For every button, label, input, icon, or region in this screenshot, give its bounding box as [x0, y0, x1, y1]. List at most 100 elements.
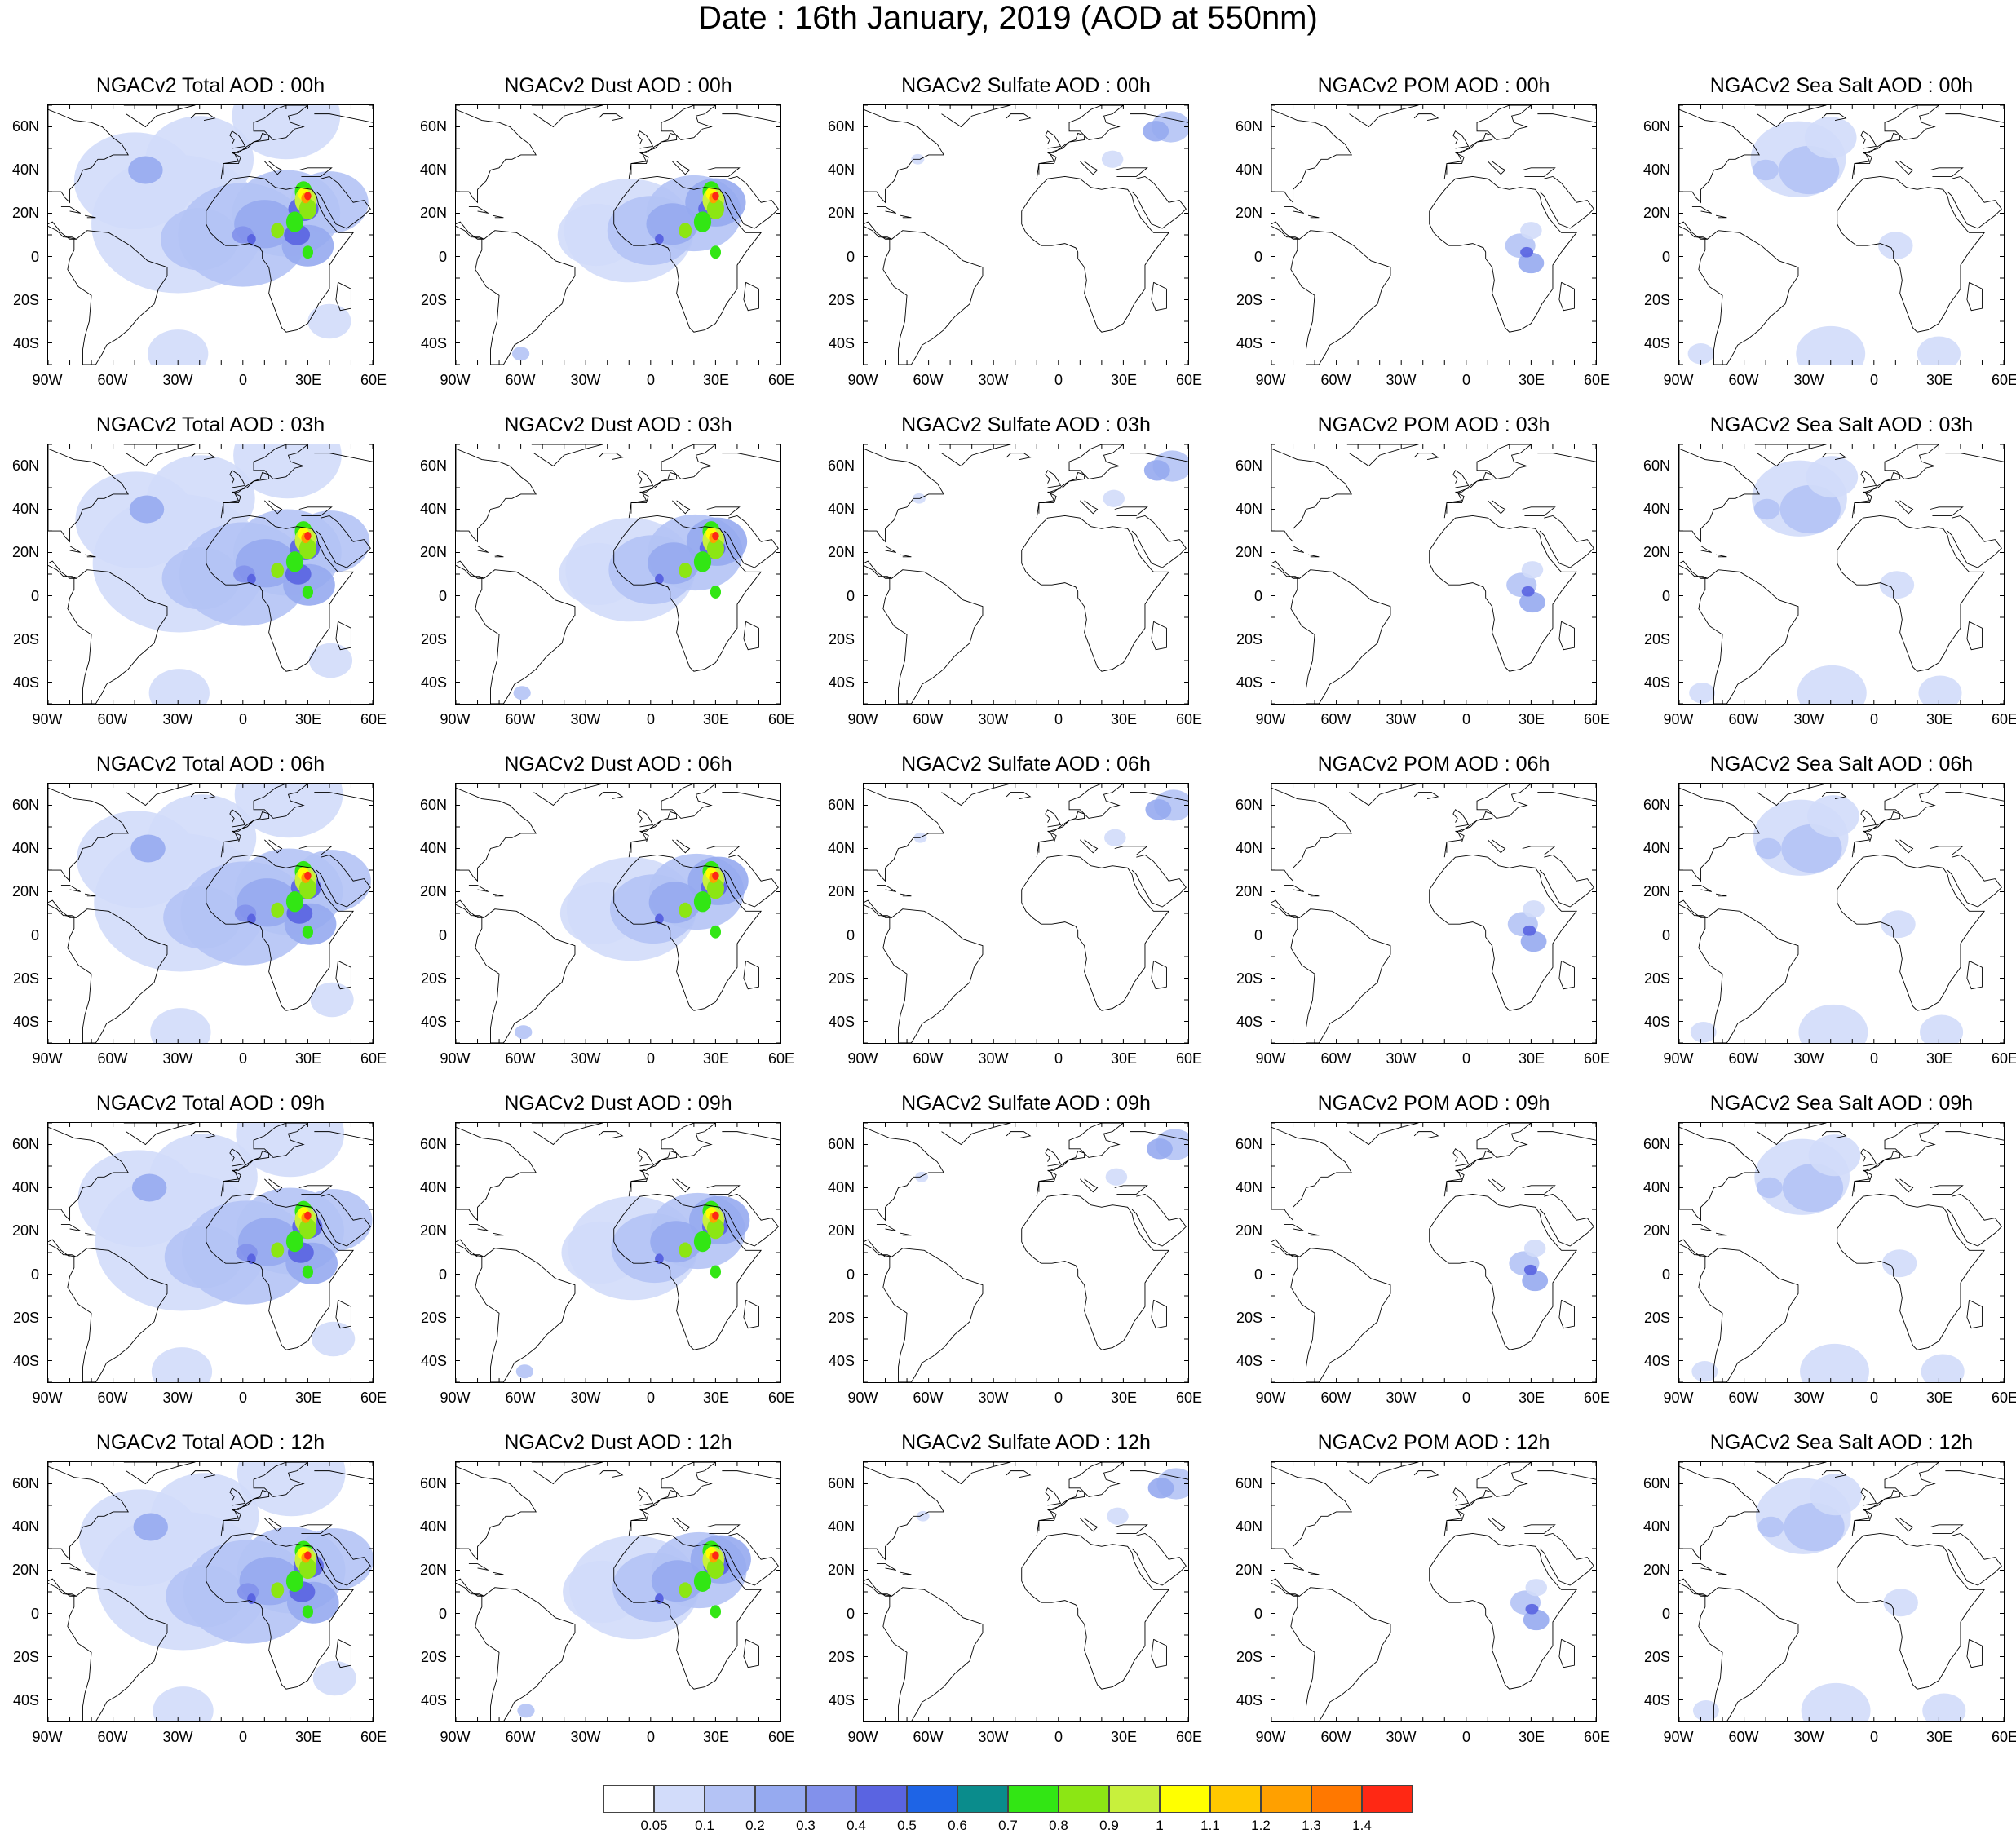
aod-field: [1506, 561, 1545, 613]
coastline: [298, 846, 333, 855]
aod-contour: [308, 643, 353, 678]
aod-hotspot: [247, 573, 256, 585]
coastline: [1429, 1193, 1578, 1350]
aod-contour: [1796, 325, 1866, 365]
coastline: [1821, 1131, 1847, 1139]
coastline: [1429, 175, 1578, 333]
lat-label: 20S: [828, 970, 855, 987]
coastline: [229, 470, 246, 488]
lon-label: 30W: [978, 372, 1009, 388]
lat-label: 20N: [419, 1562, 447, 1579]
coastline: [190, 1470, 216, 1478]
coastline: [190, 792, 216, 800]
coastline: [531, 1462, 603, 1485]
map-panel: NGACv2 Total AOD : 06h 60N 40N 20N 0 20S 40S 90…: [12, 752, 431, 1091]
coastline: [298, 506, 333, 516]
lat-label: 40S: [420, 335, 447, 352]
lat-label: 40N: [1235, 1518, 1262, 1535]
aod-map: [1271, 1461, 1597, 1722]
coastline: [48, 787, 129, 882]
coastline: [1945, 453, 2004, 462]
lon-label: 30E: [294, 372, 322, 388]
aod-hotspot: [298, 1218, 317, 1240]
coastline: [1271, 1578, 1300, 1597]
lon-label: 30W: [1793, 711, 1824, 727]
aod-map-svg: [1679, 784, 2004, 1043]
coastline: [722, 1470, 780, 1480]
lon-label: 30E: [1518, 1390, 1545, 1406]
coastline: [1930, 846, 1964, 855]
lat-label: 40N: [827, 161, 855, 178]
aod-map: [1678, 104, 2005, 365]
panel-title: NGACv2 Total AOD : 06h: [95, 753, 325, 776]
aod-field: [75, 444, 370, 704]
lat-label: 40N: [419, 840, 447, 856]
lon-label: 90W: [440, 1390, 471, 1406]
aod-field: [1507, 900, 1547, 952]
lon-label: 90W: [440, 1729, 471, 1745]
map-panel: NGACv2 POM AOD : 03h 60N 40N 20N 0 20S 40S 90W 6…: [1236, 413, 1654, 752]
aod-hotspot: [693, 1231, 712, 1253]
map-panel: NGACv2 Sulfate AOD : 09h 60N 40N 20N 0 20S 40S…: [828, 1091, 1246, 1430]
lon-label: 90W: [847, 711, 878, 727]
lon-label: 30W: [1386, 1390, 1417, 1406]
lat-label: 40N: [1642, 501, 1670, 517]
aod-map: [863, 783, 1189, 1044]
coastline: [628, 444, 717, 519]
coastline: [468, 1224, 489, 1231]
lat-label: 40N: [419, 161, 447, 178]
lon-label: 0: [1461, 372, 1470, 388]
lat-label: 20S: [1643, 1310, 1670, 1326]
coastline: [628, 105, 717, 179]
coastline: [492, 1571, 504, 1575]
coastline: [492, 214, 504, 219]
map-panel: NGACv2 Total AOD : 00h 60N 40N 20N 0 20S 40S 90…: [12, 73, 431, 413]
coastline: [1947, 1532, 2002, 1586]
coastline: [881, 230, 984, 365]
coastline: [1271, 1465, 1352, 1561]
colorbar-swatch: [603, 1785, 654, 1813]
aod-hotspot: [710, 1265, 722, 1279]
coastline: [468, 206, 489, 214]
coastline: [881, 1587, 984, 1721]
coastline: [298, 1524, 333, 1534]
coastline: [1558, 621, 1575, 651]
aod-contour: [1687, 343, 1714, 365]
aod-hotspot: [285, 1571, 304, 1592]
coastline: [1966, 621, 1983, 651]
coastline: [123, 1462, 196, 1485]
aod-map-svg: [48, 784, 373, 1043]
coastline: [672, 500, 691, 515]
aod-contour: [1781, 824, 1842, 873]
aod-hotspot: [298, 1558, 317, 1580]
lat-label: 60N: [1235, 1135, 1262, 1152]
colorbar-label: 0.5: [897, 1818, 917, 1833]
coastline: [1114, 167, 1148, 177]
coastline: [314, 1470, 373, 1480]
lat-label: 40S: [1643, 674, 1670, 692]
coastline: [1754, 105, 1827, 128]
aod-map-svg: [1271, 1123, 1596, 1382]
aod-contour: [1519, 591, 1545, 613]
lon-label: 60E: [767, 372, 795, 388]
coastline: [900, 893, 912, 897]
lon-label: 0: [646, 711, 655, 727]
lat-label: 0: [1661, 926, 1670, 944]
aod-map-svg: [1271, 1462, 1596, 1721]
lon-label: 90W: [440, 711, 471, 727]
lat-label: 60N: [1642, 117, 1670, 135]
coastline: [229, 1487, 246, 1506]
coastline: [1021, 175, 1170, 333]
colorbar-swatch: [957, 1785, 1008, 1813]
lon-label: 30E: [294, 1729, 322, 1745]
coastline: [1452, 809, 1470, 828]
lon-label: 60W: [1728, 372, 1759, 388]
aod-contour: [1801, 1682, 1871, 1721]
aod-contour: [307, 303, 351, 339]
lat-label: 40S: [828, 674, 855, 692]
coastline: [1346, 784, 1419, 807]
colorbar-label: 0.2: [745, 1818, 765, 1833]
aod-contour: [1921, 1354, 1965, 1382]
lon-label: 30W: [978, 1729, 1009, 1745]
lon-label: 30W: [570, 1390, 601, 1406]
